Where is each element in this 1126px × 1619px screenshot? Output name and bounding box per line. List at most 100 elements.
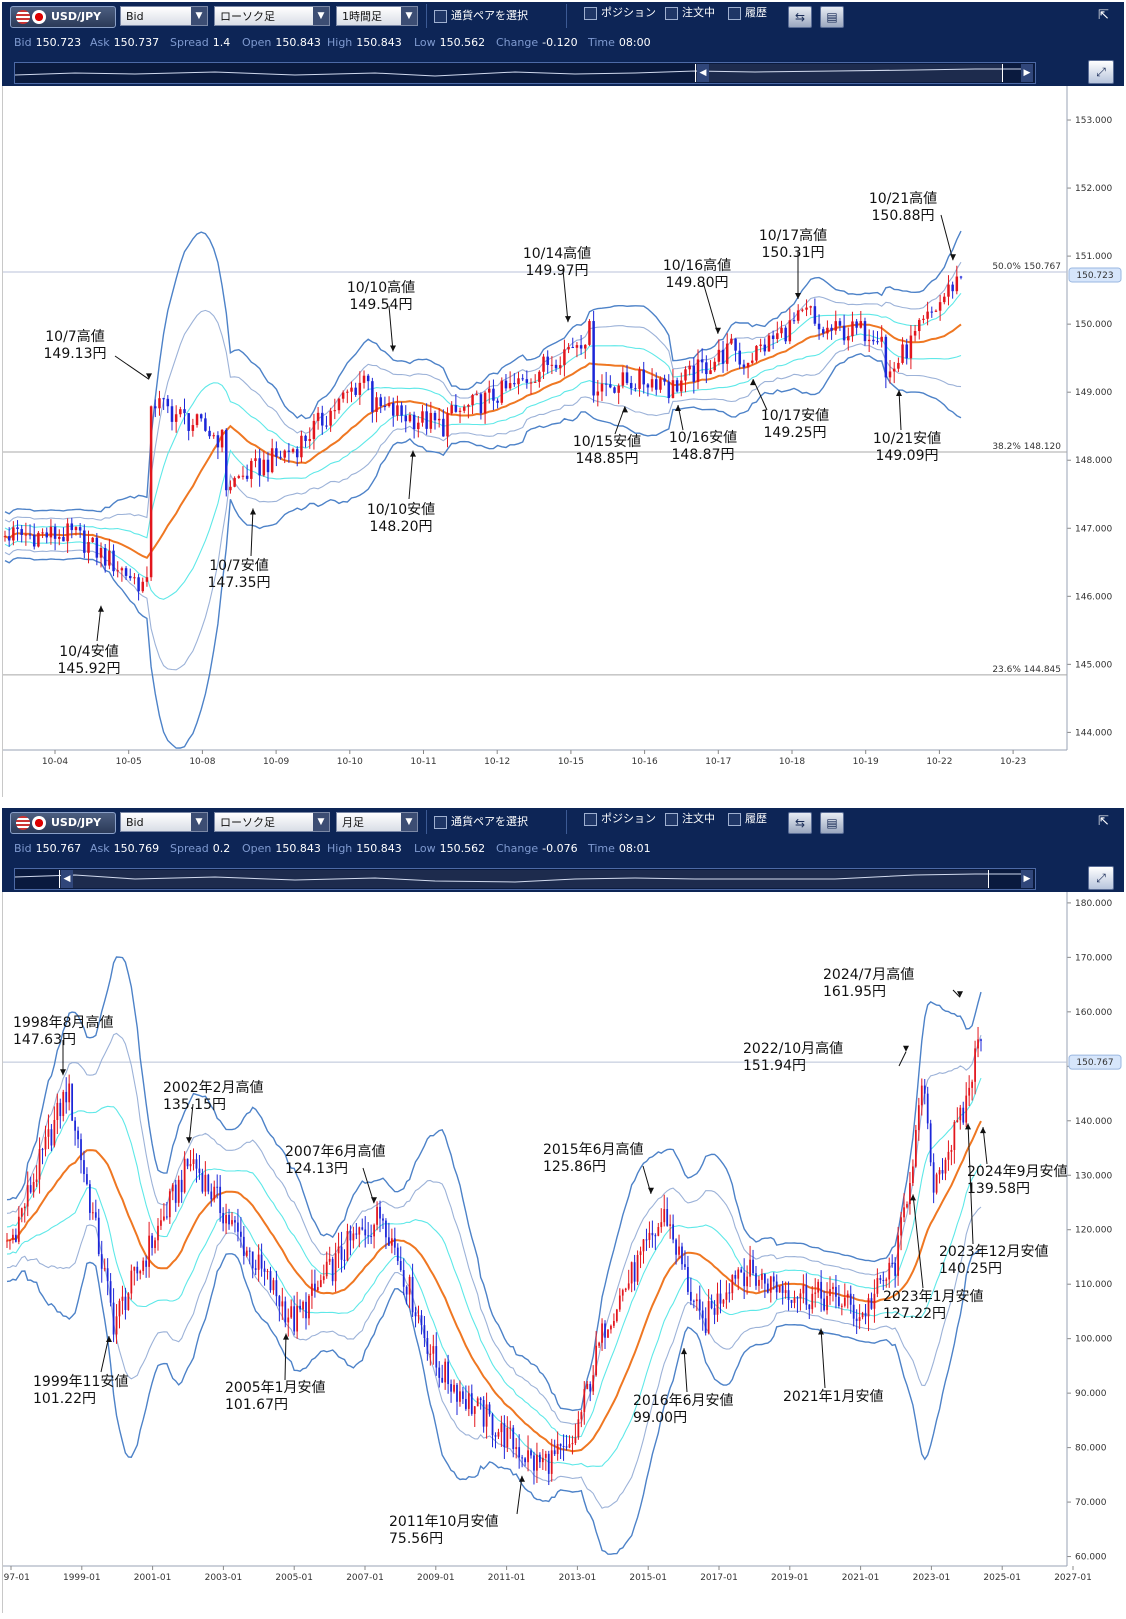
candle-body — [349, 1230, 352, 1241]
candle-body — [257, 1254, 260, 1270]
candle-body — [405, 1286, 408, 1295]
nav-left-arrow-icon[interactable]: ◀ — [697, 64, 709, 82]
candle-body — [851, 321, 854, 337]
candle-body — [787, 1290, 790, 1300]
chart-navigator[interactable]: ◀ ▶ — [14, 868, 1036, 890]
candle-body — [170, 406, 174, 422]
annotation-value: 127.22円 — [883, 1306, 946, 1322]
positions-toggle[interactable]: ポジション — [584, 809, 656, 829]
price-type-select[interactable]: Bid ▼ — [120, 812, 208, 832]
chart-type-select[interactable]: ローソク足 ▼ — [214, 812, 330, 832]
candle-body — [210, 1191, 213, 1200]
candle-body — [617, 385, 620, 393]
candle-body — [965, 1095, 968, 1123]
currency-pair-button[interactable]: USD/JPY — [10, 6, 116, 28]
candle-body — [29, 1185, 32, 1193]
nav-right-arrow-icon[interactable]: ▶ — [1021, 870, 1033, 888]
candle-body — [629, 382, 633, 389]
candle-body — [716, 1293, 719, 1315]
positions-toggle[interactable]: ポジション — [584, 3, 656, 23]
expand-icon[interactable]: ⤢ — [1088, 866, 1114, 890]
chart-plot-area[interactable]: 60.000 70.000 80.000 90.000 100.000 110.000 12… — [0, 892, 1124, 1613]
annotation-arrowhead — [675, 405, 681, 412]
quote-label: Change — [496, 842, 539, 855]
pair-select-toggle[interactable]: 通貨ペアを選択 — [434, 812, 528, 832]
x-tick-label: 10-11 — [410, 757, 436, 767]
collapse-corner-icon[interactable]: ⇱ — [1098, 8, 1109, 23]
candle-body — [897, 362, 900, 369]
window-icon[interactable]: ▤ — [820, 812, 844, 834]
candle-body — [730, 338, 733, 344]
chart-plot-area[interactable]: 144.000 145.000 146.000 147.000 148.000 149.0… — [2, 86, 1124, 797]
candle-body — [241, 475, 245, 477]
candle-body — [321, 412, 324, 426]
chart-type-select[interactable]: ローソク足 ▼ — [214, 6, 330, 26]
candle-body — [943, 296, 946, 303]
x-tick-label: 10-05 — [116, 757, 142, 767]
pair-select-toggle[interactable]: 通貨ペアを選択 — [434, 6, 528, 26]
nav-right-arrow-icon[interactable]: ▶ — [1021, 64, 1033, 82]
candle-body — [655, 379, 658, 390]
candle-body — [47, 1129, 50, 1137]
orders-toggle[interactable]: 注文中 — [665, 809, 715, 829]
candle-body — [558, 365, 562, 369]
candle-body — [68, 1083, 71, 1103]
candle-body — [609, 384, 612, 388]
currency-pair-button[interactable]: USD/JPY — [10, 812, 116, 834]
annotation-label: 10/4安値 — [59, 644, 118, 660]
candle-body — [826, 327, 829, 334]
quote-low: Low 150.562 — [414, 36, 497, 49]
price-type-select[interactable]: Bid ▼ — [120, 6, 208, 26]
candle-body — [467, 1393, 470, 1409]
history-toggle[interactable]: 履歴 — [728, 809, 767, 829]
candle-body — [393, 1238, 396, 1248]
window-icon[interactable]: ▤ — [820, 6, 844, 28]
candle-body — [533, 1455, 535, 1471]
nav-left-arrow-icon[interactable]: ◀ — [61, 870, 73, 888]
annotation-value: 149.25円 — [764, 425, 827, 441]
candle-body — [59, 1102, 62, 1117]
candle-body — [630, 1262, 633, 1284]
candle-body — [329, 410, 332, 426]
y-tick-label: 150.000 — [1075, 320, 1112, 330]
timeframe-select[interactable]: 1時間足 ▼ — [336, 6, 418, 26]
candle-body — [802, 1285, 805, 1294]
candle-body — [642, 1239, 645, 1252]
y-tick-label: 170.000 — [1075, 953, 1112, 963]
candle-body — [421, 411, 424, 423]
annotation-arrow — [702, 281, 719, 334]
candle-body — [517, 378, 520, 385]
layout-icon[interactable]: ⇆ — [788, 6, 812, 28]
candle-body — [639, 1251, 642, 1256]
x-tick-label: 2025-01 — [983, 1573, 1021, 1583]
candle-body — [343, 1259, 346, 1261]
candle-body — [767, 335, 771, 352]
y-tick-label: 151.000 — [1075, 252, 1112, 262]
candle-body — [707, 1301, 710, 1333]
y-tick-label: 140.000 — [1075, 1117, 1112, 1127]
candle-body — [66, 523, 69, 542]
candle-body — [174, 1184, 177, 1203]
candle-body — [669, 1224, 672, 1226]
candle-body — [867, 339, 871, 342]
navigator-window[interactable] — [59, 870, 989, 888]
candle-body — [959, 1107, 962, 1121]
x-tick-label: 2019-01 — [771, 1573, 809, 1583]
orders-toggle[interactable]: 注文中 — [665, 3, 715, 23]
navigator-window[interactable] — [695, 64, 1003, 82]
positions-label: ポジション — [601, 6, 656, 19]
history-toggle[interactable]: 履歴 — [728, 3, 767, 23]
expand-icon[interactable]: ⤢ — [1088, 60, 1114, 84]
candle-body — [835, 1286, 837, 1297]
candle-body — [951, 284, 954, 292]
candle-body — [859, 321, 863, 328]
collapse-corner-icon[interactable]: ⇱ — [1098, 814, 1109, 829]
candle-body — [233, 477, 236, 487]
candle-body — [565, 1446, 568, 1448]
candle-body — [109, 1281, 112, 1303]
timeframe-select[interactable]: 月足 ▼ — [336, 812, 418, 832]
current-price-badge — [1068, 267, 1122, 283]
layout-icon[interactable]: ⇆ — [788, 812, 812, 834]
chart-navigator[interactable]: ◀ ▶ — [14, 62, 1036, 84]
candle-body — [817, 1281, 820, 1293]
